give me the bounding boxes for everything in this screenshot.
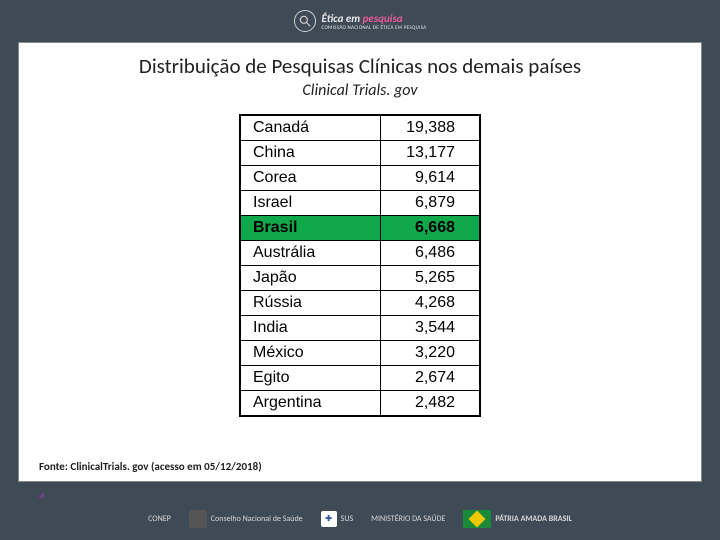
header-bar: Ética em pesquisa COMISSÃO NACIONAL DE É… bbox=[0, 0, 720, 42]
footer-logo-sus: ✚ SUS bbox=[321, 511, 353, 527]
content-frame: Distribuição de Pesquisas Clínicas nos d… bbox=[18, 42, 702, 482]
footer-logo-ministerio: MINISTÉRIO DA SAÚDE bbox=[371, 515, 445, 524]
footer-label: CONEP bbox=[148, 515, 171, 524]
footer-label: MINISTÉRIO DA SAÚDE bbox=[371, 515, 445, 524]
footer-logo-conep: CONEP bbox=[148, 515, 171, 524]
table-row: China13,177 bbox=[240, 141, 480, 166]
value-cell: 13,177 bbox=[380, 141, 480, 166]
logo-line2: pesquisa bbox=[363, 12, 403, 25]
cross-icon: ✚ bbox=[321, 511, 337, 527]
value-cell: 2,482 bbox=[380, 391, 480, 417]
footer-label: PÁTRIA AMADA BRASIL bbox=[495, 515, 572, 524]
value-cell: 6,486 bbox=[380, 241, 480, 266]
logo-box-icon bbox=[189, 510, 207, 528]
table-row: Brasil6,668 bbox=[240, 216, 480, 241]
country-cell: Japão bbox=[240, 266, 380, 291]
table-row: México3,220 bbox=[240, 341, 480, 366]
footer-bar: CONEP Conselho Nacional de Saúde ✚ SUS M… bbox=[0, 498, 720, 540]
header-logo: Ética em pesquisa COMISSÃO NACIONAL DE É… bbox=[294, 10, 427, 32]
country-cell: Corea bbox=[240, 166, 380, 191]
page-subtitle: Clinical Trials. gov bbox=[19, 81, 701, 100]
page-title: Distribuição de Pesquisas Clínicas nos d… bbox=[19, 53, 701, 79]
value-cell: 3,544 bbox=[380, 316, 480, 341]
footer-logo-cns: Conselho Nacional de Saúde bbox=[189, 510, 303, 528]
country-cell: Canadá bbox=[240, 115, 380, 141]
country-cell: Austrália bbox=[240, 241, 380, 266]
footer-label: Conselho Nacional de Saúde bbox=[211, 515, 303, 524]
value-cell: 9,614 bbox=[380, 166, 480, 191]
country-cell: Rússia bbox=[240, 291, 380, 316]
value-cell: 19,388 bbox=[380, 115, 480, 141]
table-row: Argentina2,482 bbox=[240, 391, 480, 417]
country-cell: India bbox=[240, 316, 380, 341]
table-row: Israel6,879 bbox=[240, 191, 480, 216]
footer-label: SUS bbox=[341, 515, 353, 524]
value-cell: 6,879 bbox=[380, 191, 480, 216]
table-row: India3,544 bbox=[240, 316, 480, 341]
brasil-flag-icon bbox=[463, 510, 491, 528]
header-logo-text: Ética em pesquisa COMISSÃO NACIONAL DE É… bbox=[322, 12, 427, 31]
value-cell: 5,265 bbox=[380, 266, 480, 291]
clinical-trials-table: Canadá19,388China13,177Corea9,614Israel6… bbox=[239, 114, 481, 417]
country-cell: Brasil bbox=[240, 216, 380, 241]
country-cell: México bbox=[240, 341, 380, 366]
table-row: Japão5,265 bbox=[240, 266, 480, 291]
logo-subtext: COMISSÃO NACIONAL DE ÉTICA EM PESQUISA bbox=[322, 25, 427, 31]
country-cell: Israel bbox=[240, 191, 380, 216]
value-cell: 2,674 bbox=[380, 366, 480, 391]
table-row: Austrália6,486 bbox=[240, 241, 480, 266]
footer-logo-brasil: PÁTRIA AMADA BRASIL bbox=[463, 510, 572, 528]
logo-line1: Ética em bbox=[322, 12, 361, 25]
value-cell: 4,268 bbox=[380, 291, 480, 316]
table-row: Egito2,674 bbox=[240, 366, 480, 391]
value-cell: 6,668 bbox=[380, 216, 480, 241]
table-row: Canadá19,388 bbox=[240, 115, 480, 141]
value-cell: 3,220 bbox=[380, 341, 480, 366]
magnifier-icon bbox=[294, 10, 316, 32]
country-cell: Egito bbox=[240, 366, 380, 391]
table-row: Corea9,614 bbox=[240, 166, 480, 191]
country-cell: China bbox=[240, 141, 380, 166]
table-row: Rússia4,268 bbox=[240, 291, 480, 316]
country-cell: Argentina bbox=[240, 391, 380, 417]
source-citation: Fonte: ClinicalTrials. gov (acesso em 05… bbox=[39, 460, 262, 473]
